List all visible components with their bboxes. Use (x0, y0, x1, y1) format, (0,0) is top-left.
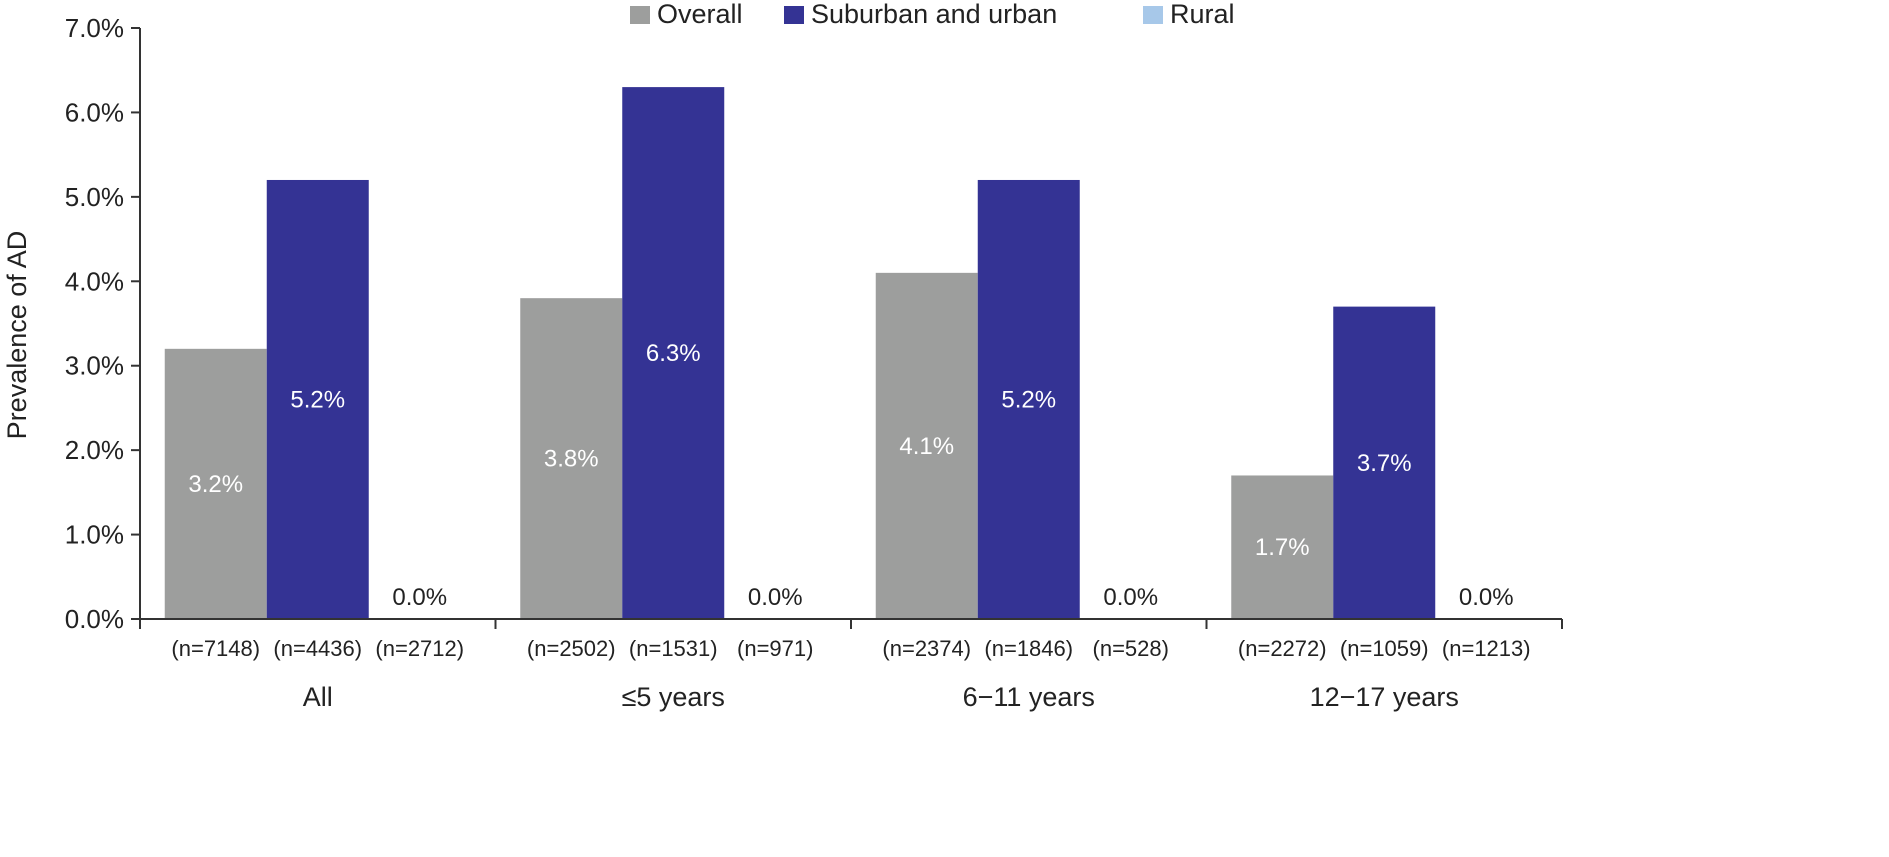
y-tick-label: 1.0% (65, 520, 124, 550)
x-category-label: 12−17 years (1310, 682, 1459, 712)
legend-swatch (630, 6, 650, 24)
data-label: 0.0% (1103, 584, 1158, 611)
y-tick-label: 6.0% (65, 97, 124, 127)
data-label: 5.2% (1001, 386, 1056, 413)
sample-size-label: (n=1531) (629, 636, 718, 661)
y-tick-label: 0.0% (65, 604, 124, 634)
sample-size-label: (n=2502) (527, 636, 616, 661)
data-label: 4.1% (899, 433, 954, 460)
legend-label: Suburban and urban (811, 0, 1057, 29)
x-category-label: ≤5 years (622, 682, 725, 712)
legend-label: Overall (657, 0, 743, 29)
bar (875, 272, 978, 619)
x-category-label: All (303, 682, 333, 712)
y-tick-label: 2.0% (65, 435, 124, 465)
bar (1333, 306, 1436, 619)
sample-size-label: (n=1059) (1340, 636, 1429, 661)
bar (1231, 475, 1334, 619)
y-tick-label: 4.0% (65, 266, 124, 296)
data-label: 1.7% (1255, 534, 1310, 561)
bar (266, 179, 369, 619)
bar (520, 298, 623, 619)
legend: Overall Suburban and urban Rural (630, 0, 1235, 29)
legend-label: Rural (1170, 0, 1235, 29)
data-label: 0.0% (748, 584, 803, 611)
bars: 3.2% 5.2% 0.0% 3.8% 6.3% 0.0% 4.1% 5.2% 0.0% 1.7%… (164, 87, 1514, 620)
sample-size-label: (n=2272) (1238, 636, 1327, 661)
bar (622, 87, 725, 620)
legend-swatch (784, 6, 804, 24)
sample-size-label: (n=1846) (984, 636, 1073, 661)
data-label: 5.2% (290, 386, 345, 413)
data-label: 3.2% (188, 471, 243, 498)
data-label: 0.0% (1459, 584, 1514, 611)
bar (977, 179, 1080, 619)
sample-size-label: (n=7148) (171, 636, 260, 661)
sample-size-label: (n=528) (1093, 636, 1169, 661)
x-axis: (n=7148) (n=4436) (n=2712) All (n=2502) (n=15… (139, 618, 1563, 712)
data-label: 0.0% (392, 584, 447, 611)
data-label: 6.3% (646, 340, 701, 367)
y-axis-title: Prevalence of AD (2, 231, 32, 440)
x-category-label: 6−11 years (963, 682, 1095, 712)
bar (164, 348, 267, 619)
data-label: 3.8% (544, 446, 599, 473)
y-tick-label: 5.0% (65, 182, 124, 212)
data-label: 3.7% (1357, 450, 1412, 477)
y-tick-label: 7.0% (65, 13, 124, 43)
sample-size-label: (n=1213) (1442, 636, 1531, 661)
sample-size-label: (n=2374) (882, 636, 971, 661)
sample-size-label: (n=4436) (273, 636, 362, 661)
sample-size-label: (n=2712) (375, 636, 464, 661)
sample-size-label: (n=971) (737, 636, 813, 661)
y-axis: 0.0% 1.0% 2.0% 3.0% 4.0% 5.0% 6.0% 7.0% (65, 13, 141, 634)
legend-swatch (1143, 6, 1163, 24)
y-tick-label: 3.0% (65, 351, 124, 381)
